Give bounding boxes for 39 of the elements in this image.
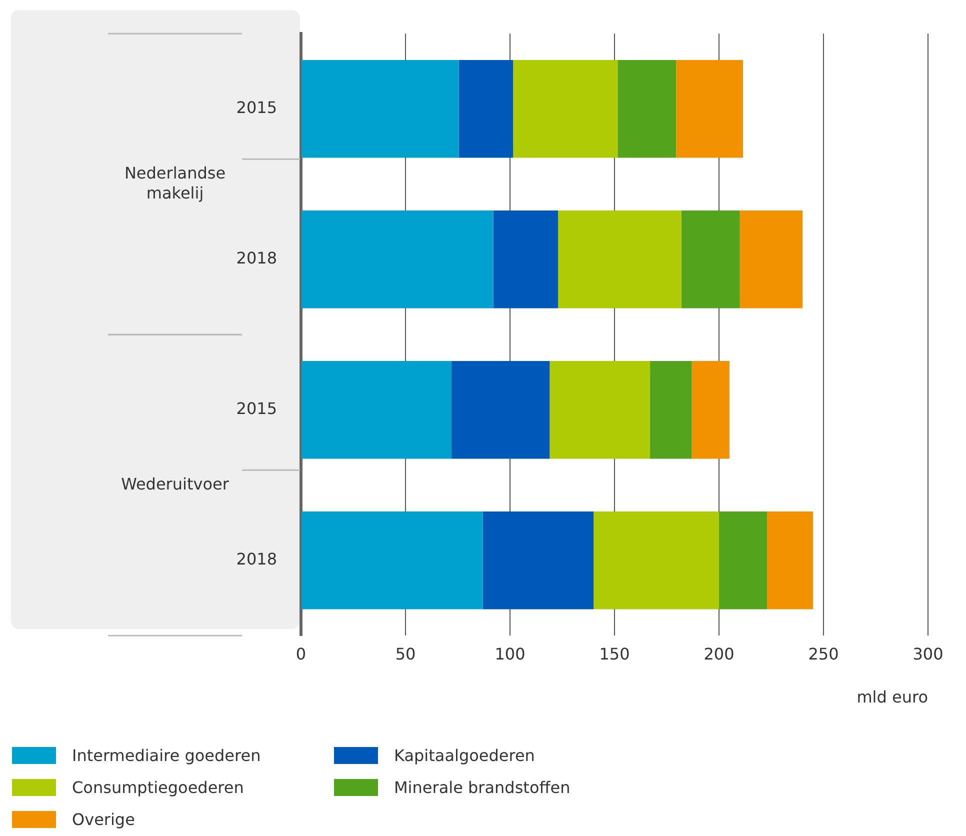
bar xyxy=(558,210,682,308)
bar xyxy=(618,60,676,158)
bar xyxy=(740,210,803,308)
bar xyxy=(594,511,719,610)
y-tick-label: 2015 xyxy=(236,98,277,118)
text: Nederlandse makelij xyxy=(124,163,226,202)
bar xyxy=(650,360,692,459)
bar xyxy=(302,511,483,610)
bar xyxy=(458,60,514,158)
bar xyxy=(692,360,730,459)
bar xyxy=(681,210,740,308)
bar xyxy=(302,60,459,158)
y-tick-label: 2018 xyxy=(236,248,277,268)
legend-label: Kapitaalgoederen xyxy=(394,746,535,765)
bar xyxy=(482,511,594,610)
bar xyxy=(550,360,650,459)
y-tick-label: 2018 xyxy=(236,550,277,569)
bar xyxy=(302,360,452,459)
x-tick-label: 250 xyxy=(808,644,839,664)
legend-label: Overige xyxy=(72,810,135,829)
x-tick-label: 300 xyxy=(912,644,944,664)
x-tick-label: 200 xyxy=(704,644,734,664)
bar xyxy=(676,60,744,158)
y-tick-label: 2015 xyxy=(236,399,277,418)
text: Wederuitvoer xyxy=(121,474,230,494)
bar xyxy=(513,60,618,158)
x-tick-label: 50 xyxy=(395,644,416,664)
legend-label: Minerale brandstoffen xyxy=(394,778,570,797)
x-tick-label: 0 xyxy=(296,644,306,664)
x-tick-label: 100 xyxy=(494,644,526,664)
x-tick-label: 150 xyxy=(599,644,630,664)
x-axis-title: mld euro xyxy=(856,688,928,707)
legend-label: Intermediaire goederen xyxy=(72,746,261,765)
bar xyxy=(767,511,814,610)
bar xyxy=(302,210,494,308)
bar xyxy=(451,360,550,459)
legend-label: Consumptiegoederen xyxy=(72,778,244,797)
bar xyxy=(493,210,558,308)
bar xyxy=(719,511,768,610)
